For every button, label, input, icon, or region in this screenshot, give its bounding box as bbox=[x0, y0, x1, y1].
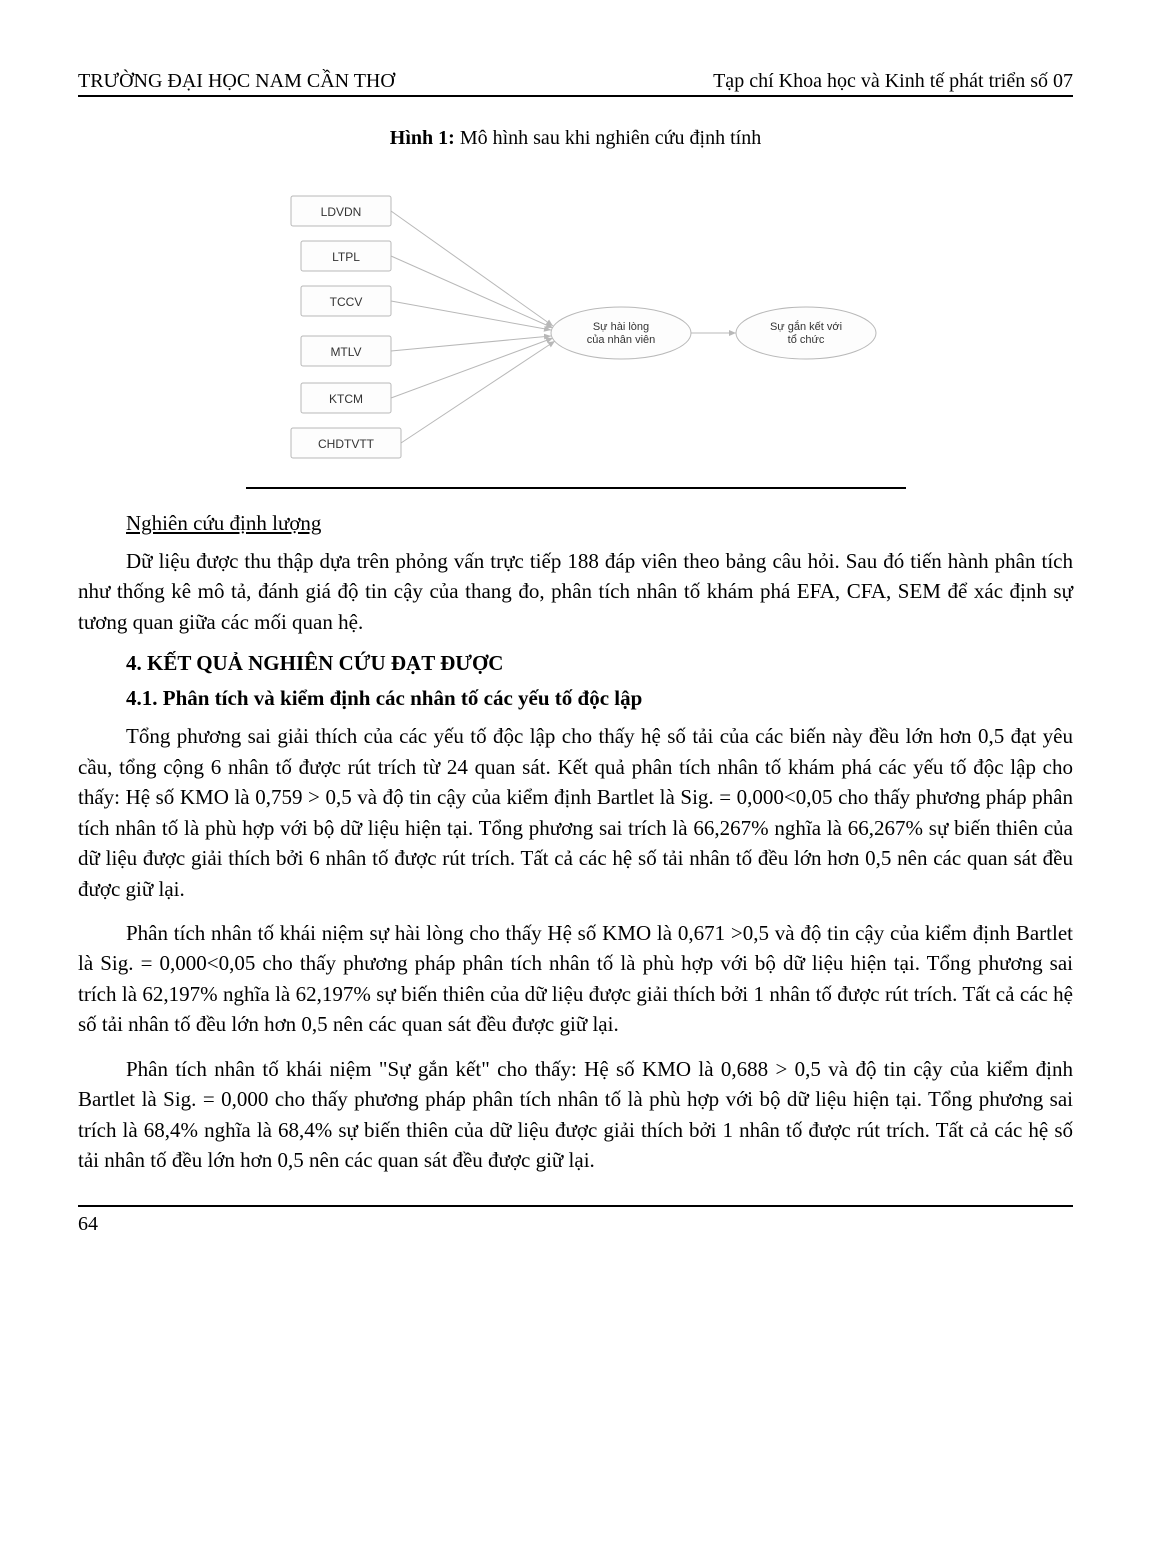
node-ltpl: LTPL bbox=[301, 241, 391, 271]
node-ktcm: KTCM bbox=[301, 383, 391, 413]
node-mtlv: MTLV bbox=[301, 336, 391, 366]
figure-caption: Hình 1: Mô hình sau khi nghiên cứu định … bbox=[78, 127, 1073, 150]
svg-text:LTPL: LTPL bbox=[332, 250, 360, 264]
model-diagram: LDVDN LTPL TCCV MTLV KTCM CHDTVTT bbox=[251, 178, 901, 478]
svg-text:của nhân viên: của nhân viên bbox=[586, 334, 655, 346]
node-satisfaction: Sự hài lòng của nhân viên bbox=[551, 307, 691, 359]
paragraph-quant: Dữ liệu được thu thập dựa trên phỏng vấn… bbox=[78, 546, 1073, 637]
diagram-rule bbox=[246, 487, 906, 489]
paragraph-1: Tổng phương sai giải thích của các yếu t… bbox=[78, 721, 1073, 904]
figure-caption-label: Hình 1: bbox=[390, 127, 455, 149]
footer-rule bbox=[78, 1205, 1073, 1207]
heading-4-1: 4.1. Phân tích và kiểm định các nhân tố … bbox=[126, 686, 1073, 711]
svg-text:CHDTVTT: CHDTVTT bbox=[318, 437, 375, 451]
header-left: TRƯỜNG ĐẠI HỌC NAM CẦN THƠ bbox=[78, 70, 395, 93]
node-ldvdn: LDVDN bbox=[291, 196, 391, 226]
page-number: 64 bbox=[78, 1213, 1073, 1236]
svg-text:Sự hài lòng: Sự hài lòng bbox=[592, 321, 648, 333]
svg-text:TCCV: TCCV bbox=[329, 295, 362, 309]
paragraph-2: Phân tích nhân tố khái niệm sự hài lòng … bbox=[78, 918, 1073, 1040]
heading-4: 4. KẾT QUẢ NGHIÊN CỨU ĐẠT ĐƯỢC bbox=[126, 651, 1073, 676]
figure-caption-text: Mô hình sau khi nghiên cứu định tính bbox=[455, 127, 761, 149]
node-chdtvtt: CHDTVTT bbox=[291, 428, 401, 458]
header-right: Tạp chí Khoa học và Kinh tế phát triển s… bbox=[713, 70, 1073, 93]
edge-chdtvtt bbox=[401, 341, 555, 443]
svg-text:Sự gắn kết với: Sự gắn kết với bbox=[769, 320, 841, 333]
subheading-quantitative: Nghiên cứu định lượng bbox=[126, 511, 1073, 536]
edge-ktcm bbox=[391, 338, 553, 398]
svg-text:KTCM: KTCM bbox=[329, 392, 363, 406]
edge-tccv bbox=[391, 301, 551, 330]
edge-ldvdn bbox=[391, 211, 553, 326]
svg-text:MTLV: MTLV bbox=[330, 345, 361, 359]
edge-ltpl bbox=[391, 256, 553, 328]
paragraph-3: Phân tích nhân tố khái niệm "Sự gắn kết"… bbox=[78, 1054, 1073, 1176]
node-tccv: TCCV bbox=[301, 286, 391, 316]
node-engagement: Sự gắn kết với tổ chức bbox=[736, 307, 876, 359]
svg-text:tổ chức: tổ chức bbox=[787, 334, 824, 346]
diagram-container: LDVDN LTPL TCCV MTLV KTCM CHDTVTT bbox=[78, 178, 1073, 483]
page-header: TRƯỜNG ĐẠI HỌC NAM CẦN THƠ Tạp chí Khoa … bbox=[78, 70, 1073, 93]
svg-text:LDVDN: LDVDN bbox=[320, 205, 361, 219]
edge-mtlv bbox=[391, 336, 551, 351]
header-rule bbox=[78, 95, 1073, 97]
